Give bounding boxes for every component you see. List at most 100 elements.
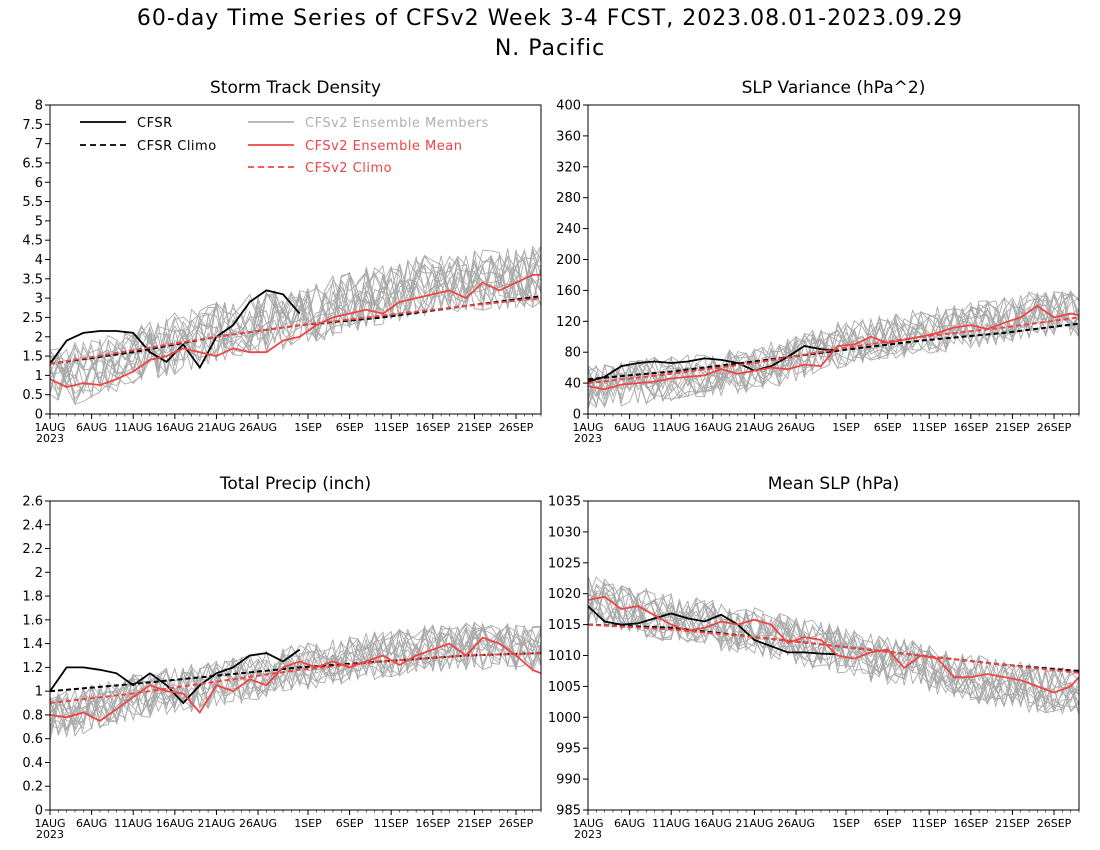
x-tick-label: 11SEP bbox=[374, 421, 409, 434]
ensemble-member-line bbox=[49, 249, 542, 393]
y-tick-label: 5.5 bbox=[22, 195, 43, 210]
x-tick-label: 26AUG bbox=[239, 817, 277, 830]
x-tick-label: 26SEP bbox=[1037, 421, 1072, 434]
x-tick-label: 26SEP bbox=[499, 817, 534, 830]
x-tick-label: 21SEP bbox=[995, 817, 1030, 830]
legend-label: CFSR Climo bbox=[137, 139, 217, 154]
x-tick-label: 6AUG bbox=[76, 817, 107, 830]
y-tick-label: 3.5 bbox=[22, 272, 43, 287]
y-tick-label: 4 bbox=[35, 253, 43, 268]
figure-title: 60-day Time Series of CFSv2 Week 3-4 FCS… bbox=[136, 6, 964, 31]
ensemble-member-line bbox=[587, 584, 1080, 715]
x-year-label: 2023 bbox=[574, 432, 602, 445]
x-tick-label: 1AUG bbox=[34, 817, 65, 830]
x-tick-label: 6AUG bbox=[614, 421, 645, 434]
y-tick-label: 280 bbox=[556, 191, 581, 206]
y-tick-label: 360 bbox=[556, 129, 581, 144]
plot-frame bbox=[587, 500, 1080, 811]
y-tick-label: 1015 bbox=[548, 618, 581, 633]
y-tick-label: 1.4 bbox=[22, 637, 43, 652]
ensemble-member-line bbox=[49, 261, 542, 385]
y-tick-label: 160 bbox=[556, 284, 581, 299]
x-tick-label: 1AUG bbox=[34, 421, 65, 434]
cfsv2-climo-line bbox=[49, 297, 542, 365]
y-tick-label: 320 bbox=[556, 160, 581, 175]
x-tick-label: 26SEP bbox=[499, 421, 534, 434]
x-tick-label: 16AUG bbox=[694, 817, 732, 830]
panel-title: SLP Variance (hPa^2) bbox=[742, 78, 926, 98]
ensemble-member-line bbox=[49, 625, 542, 738]
ensemble-member-line bbox=[587, 293, 1080, 407]
ensemble-member-line bbox=[49, 622, 542, 731]
y-tick-label: 2.2 bbox=[22, 542, 43, 557]
y-tick-label: 1000 bbox=[548, 711, 581, 726]
y-tick-label: 7 bbox=[35, 137, 43, 152]
ensemble-member-line bbox=[49, 255, 542, 405]
y-tick-label: 1035 bbox=[548, 495, 581, 510]
y-tick-label: 80 bbox=[564, 346, 581, 361]
y-tick-label: 240 bbox=[556, 222, 581, 237]
x-tick-label: 16SEP bbox=[416, 421, 451, 434]
y-tick-label: 0.2 bbox=[22, 780, 43, 795]
y-tick-label: 2.5 bbox=[22, 311, 43, 326]
y-tick-label: 0 bbox=[573, 408, 581, 423]
ensemble-member-line bbox=[49, 624, 542, 731]
x-tick-label: 26SEP bbox=[1037, 817, 1072, 830]
x-tick-label: 11AUG bbox=[652, 421, 690, 434]
x-tick-label: 16SEP bbox=[954, 421, 989, 434]
ensemble-member-line bbox=[49, 249, 542, 401]
cfsv2-climo-line bbox=[587, 316, 1080, 385]
x-tick-label: 16SEP bbox=[416, 817, 451, 830]
cfsv2-climo-line bbox=[587, 623, 1080, 674]
x-tick-label: 6SEP bbox=[336, 421, 364, 434]
x-tick-label: 11SEP bbox=[374, 817, 409, 830]
x-tick-label: 16SEP bbox=[954, 817, 989, 830]
y-tick-label: 990 bbox=[556, 773, 581, 788]
y-tick-label: 2.4 bbox=[22, 518, 43, 533]
x-tick-label: 21AUG bbox=[197, 817, 235, 830]
figure-subtitle: N. Pacific bbox=[494, 36, 606, 61]
cfsr-line bbox=[587, 345, 838, 383]
y-tick-label: 0 bbox=[35, 804, 43, 819]
y-tick-label: 6 bbox=[35, 176, 43, 191]
x-tick-label: 11AUG bbox=[652, 817, 690, 830]
x-tick-label: 11AUG bbox=[114, 817, 152, 830]
x-tick-label: 26AUG bbox=[777, 817, 815, 830]
ensemble-member-line bbox=[587, 576, 1080, 707]
y-tick-label: 7.5 bbox=[22, 118, 43, 133]
plot-frame bbox=[587, 104, 1080, 415]
x-tick-label: 21AUG bbox=[735, 421, 773, 434]
x-year-label: 2023 bbox=[36, 828, 64, 841]
y-tick-label: 1.2 bbox=[22, 661, 43, 676]
ensemble-member-line bbox=[49, 255, 542, 395]
y-tick-label: 0.8 bbox=[22, 708, 43, 723]
x-tick-label: 1SEP bbox=[832, 817, 860, 830]
ensemble-member-line bbox=[587, 585, 1080, 714]
x-tick-label: 6AUG bbox=[76, 421, 107, 434]
legend-label: CFSR bbox=[137, 116, 173, 131]
y-tick-label: 985 bbox=[556, 804, 581, 819]
x-tick-label: 26AUG bbox=[777, 421, 815, 434]
x-tick-label: 16AUG bbox=[156, 817, 194, 830]
x-tick-label: 11SEP bbox=[912, 421, 947, 434]
y-tick-label: 1 bbox=[35, 685, 43, 700]
y-tick-label: 6.5 bbox=[22, 156, 43, 171]
y-tick-label: 2 bbox=[35, 566, 43, 581]
y-tick-label: 1.5 bbox=[22, 350, 43, 365]
y-tick-label: 3 bbox=[35, 292, 43, 307]
y-tick-label: 1005 bbox=[548, 680, 581, 695]
x-tick-label: 21SEP bbox=[457, 421, 492, 434]
panel-title: Mean SLP (hPa) bbox=[768, 474, 900, 494]
x-tick-label: 11SEP bbox=[912, 817, 947, 830]
cfsv2-climo-line bbox=[49, 652, 542, 704]
ensemble-member-line bbox=[49, 624, 542, 735]
x-tick-label: 21SEP bbox=[995, 421, 1030, 434]
legend-label: CFSv2 Ensemble Mean bbox=[305, 139, 462, 154]
legend-label: CFSv2 Climo bbox=[305, 161, 392, 176]
y-tick-label: 1020 bbox=[548, 587, 581, 602]
ensemble-member-line bbox=[587, 580, 1080, 715]
x-tick-label: 11AUG bbox=[114, 421, 152, 434]
cfsv2-ensemble-mean-line bbox=[587, 304, 1080, 391]
panel-title: Total Precip (inch) bbox=[219, 474, 371, 494]
x-year-label: 2023 bbox=[574, 828, 602, 841]
